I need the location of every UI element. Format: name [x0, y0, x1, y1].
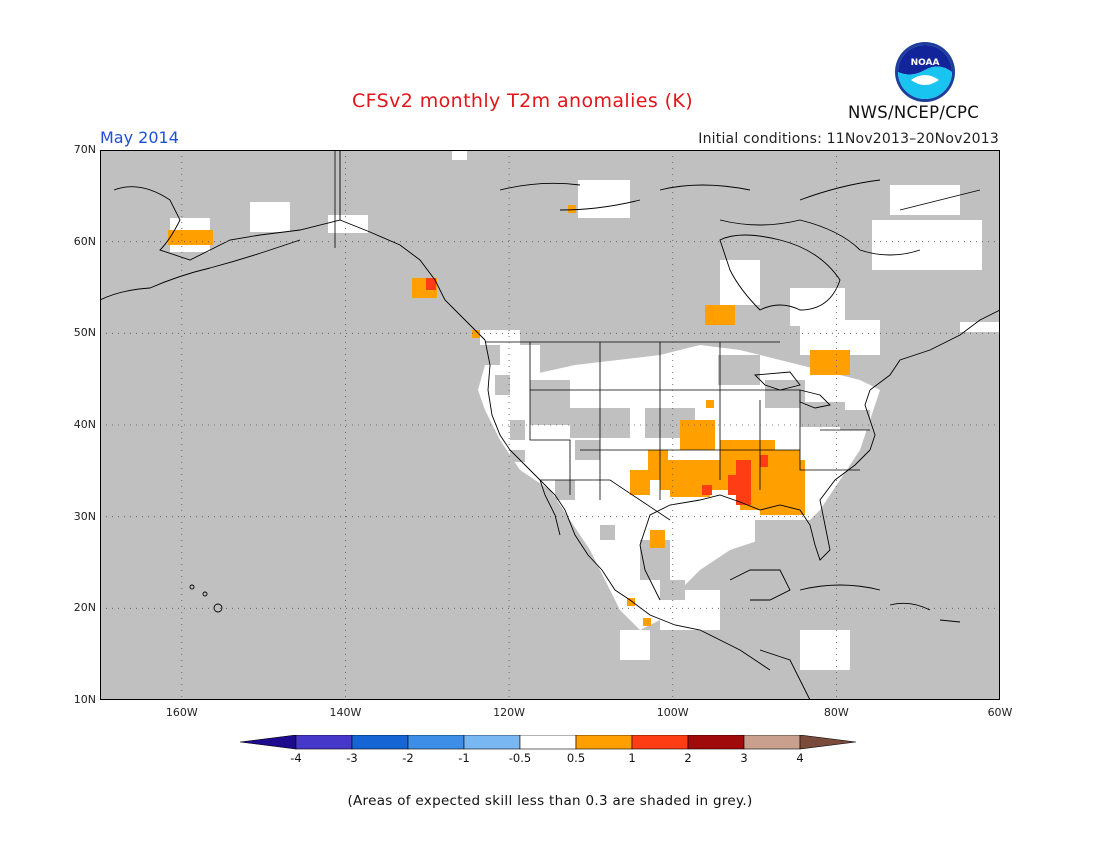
colorbar-cell [575, 735, 633, 750]
lon-label: 100W [656, 706, 689, 719]
anomaly-map [100, 150, 1000, 700]
lon-label: 60W [987, 706, 1013, 719]
lat-label: 40N [73, 418, 96, 431]
noaa-logo: NOAA [895, 42, 955, 102]
lat-label: 20N [73, 601, 96, 615]
colorbar-tick-label: 1 [628, 751, 636, 765]
colorbar-tick-label: 3 [740, 751, 748, 765]
colorbar [240, 735, 857, 750]
colorbar-cell [743, 735, 801, 750]
colorbar-cell [687, 735, 745, 750]
chart-title: CFSv2 monthly T2m anomalies (K) [352, 90, 694, 112]
colorbar-tick-label: -0.5 [508, 751, 532, 765]
lat-label: 60N [73, 234, 96, 248]
colorbar-tick-label: -1 [458, 751, 470, 765]
colorbar-cell [519, 735, 577, 750]
lat-label: 30N [73, 509, 96, 523]
svg-text:NOAA: NOAA [911, 58, 940, 68]
colorbar-cell [463, 735, 521, 750]
lon-label: 160W [165, 706, 198, 719]
strong-warm-anomaly-regions [426, 278, 768, 505]
organization-label: NWS/NCEP/CPC [848, 103, 980, 122]
political-borders [334, 150, 870, 521]
colorbar-cell [407, 735, 465, 750]
initial-conditions: Initial conditions: 11Nov2013–20Nov2013 [698, 131, 999, 147]
colorbar-tick-label: 4 [796, 751, 804, 765]
colorbar-tick-label: -2 [402, 751, 414, 765]
coastlines [100, 150, 1000, 700]
colorbar-tick-label: 2 [684, 751, 692, 765]
colorbar-left-arrow [240, 735, 297, 750]
lat-label: 10N [73, 693, 96, 706]
gridlines [100, 150, 1000, 700]
lat-label: 50N [73, 326, 96, 340]
colorbar-tick-label: 0.5 [566, 751, 586, 765]
lon-label: 80W [823, 706, 849, 719]
colorbar-cell [295, 735, 353, 750]
footnote: (Areas of expected skill less than 0.3 a… [347, 793, 753, 809]
colorbar-cell [631, 735, 689, 750]
colorbar-cell [351, 735, 409, 750]
lon-label: 140W [329, 706, 362, 719]
lat-label: 70N [73, 143, 96, 156]
colorbar-right-arrow [799, 735, 857, 750]
colorbar-tick-label: -4 [290, 751, 302, 765]
lon-label: 120W [493, 706, 526, 719]
map-frame [100, 150, 1000, 700]
forecast-month: May 2014 [100, 128, 179, 147]
colorbar-tick-label: -3 [346, 751, 358, 765]
